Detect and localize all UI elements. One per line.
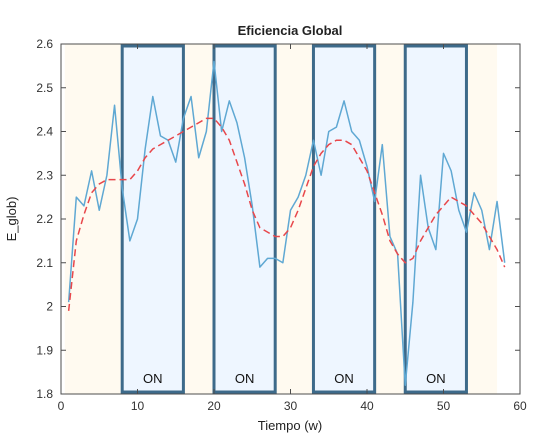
x-tick-label: 30	[284, 399, 298, 413]
y-tick-label: 2.3	[36, 168, 53, 182]
y-tick-label: 1.9	[36, 343, 53, 357]
y-tick-label: 2.4	[36, 125, 53, 139]
on-window-2	[212, 44, 277, 394]
y-tick-label: 2.2	[36, 212, 53, 226]
on-windows	[120, 44, 468, 394]
x-tick-label: 50	[437, 399, 451, 413]
y-tick-label: 2.1	[36, 256, 53, 270]
chart-title: Eficiencia Global	[238, 23, 343, 38]
x-tick-label: 10	[131, 399, 145, 413]
x-tick-label: 0	[58, 399, 65, 413]
y-tick-label: 1.8	[36, 387, 53, 401]
on-window-4	[403, 44, 468, 394]
on-window-3	[311, 44, 377, 394]
y-tick-label: 2.6	[36, 37, 53, 51]
y-axis-label: E_glob)	[4, 197, 19, 242]
y-tick-label: 2	[46, 300, 53, 314]
on-label-1: ON	[143, 371, 163, 386]
trend-series-line	[67, 117, 506, 311]
data-series-line	[67, 60, 506, 386]
on-window-1	[120, 44, 185, 394]
on-label-3: ON	[334, 371, 354, 386]
x-tick-label: 20	[207, 399, 221, 413]
series-group: ON ON ON ON	[67, 60, 506, 386]
x-tick-label: 40	[360, 399, 374, 413]
axes: 0 10 20 30 40 50 60 1.8 1.9 2 2.1 2.2 2.3 2.4 2.5 2.6	[36, 37, 527, 413]
x-axis-label: Tiempo (w)	[258, 418, 323, 433]
x-tick-label: 60	[513, 399, 527, 413]
on-label-2: ON	[235, 371, 255, 386]
on-label-4: ON	[426, 371, 446, 386]
y-tick-label: 2.5	[36, 81, 53, 95]
